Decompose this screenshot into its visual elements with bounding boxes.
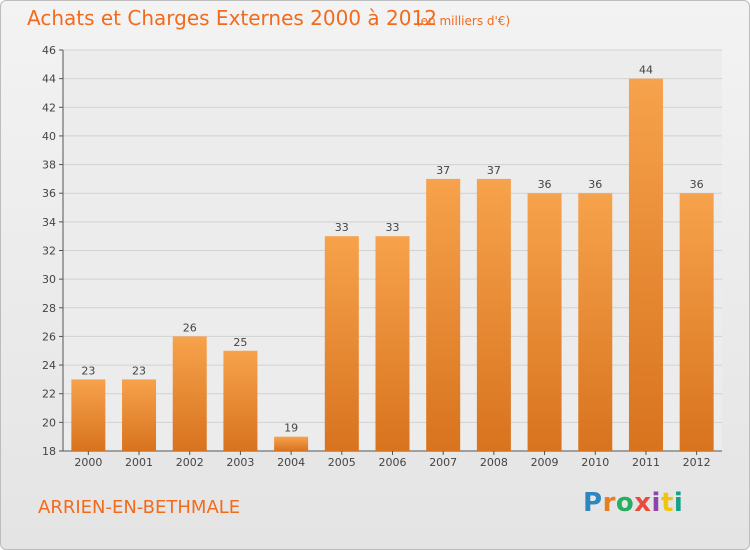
y-tick-label: 34: [42, 216, 56, 229]
chart-unit: (en milliers d'€): [416, 14, 511, 28]
chart-title: Achats et Charges Externes 2000 à 2012: [27, 6, 437, 30]
bar-value-label: 36: [690, 178, 704, 191]
bar-value-label: 19: [284, 422, 298, 435]
bar: [172, 336, 207, 451]
y-tick-label: 18: [42, 445, 56, 458]
bar: [223, 350, 258, 451]
x-tick-label: 2011: [632, 456, 660, 469]
bar-value-label: 36: [538, 178, 552, 191]
logo-letter: x: [634, 488, 652, 518]
bar: [679, 193, 714, 451]
x-tick-label: 2006: [379, 456, 407, 469]
proxiti-logo: Proxiti: [583, 488, 683, 518]
x-tick-label: 2001: [125, 456, 153, 469]
x-tick-label: 2008: [480, 456, 508, 469]
bar: [71, 379, 106, 451]
bar: [628, 78, 663, 452]
x-tick-label: 2009: [531, 456, 559, 469]
bar: [122, 379, 157, 451]
y-tick-label: 44: [42, 73, 56, 86]
bar-value-label: 44: [639, 64, 653, 77]
logo-letter: i: [673, 488, 684, 518]
y-tick-label: 32: [42, 245, 56, 258]
y-tick-label: 24: [42, 359, 56, 372]
bar-value-label: 33: [335, 221, 349, 234]
bar-value-label: 37: [436, 164, 450, 177]
bar: [527, 193, 562, 451]
logo-letter: o: [615, 488, 635, 518]
logo-letter: t: [660, 488, 674, 518]
bar-value-label: 37: [487, 164, 501, 177]
bar: [476, 178, 511, 451]
bar-value-label: 36: [588, 178, 602, 191]
x-tick-label: 2005: [328, 456, 356, 469]
bar-value-label: 26: [183, 321, 197, 334]
y-tick-label: 40: [42, 130, 56, 143]
y-tick-label: 30: [42, 273, 56, 286]
bar-value-label: 33: [386, 221, 400, 234]
x-tick-label: 2004: [277, 456, 305, 469]
bar: [578, 193, 613, 451]
x-tick-label: 2002: [176, 456, 204, 469]
y-tick-label: 36: [42, 187, 56, 200]
x-tick-label: 2012: [683, 456, 711, 469]
bar: [426, 178, 461, 451]
y-tick-label: 38: [42, 159, 56, 172]
x-tick-label: 2010: [581, 456, 609, 469]
bar-value-label: 23: [132, 364, 146, 377]
y-tick-label: 26: [42, 330, 56, 343]
bar: [274, 436, 309, 451]
logo-letter: P: [583, 488, 603, 518]
logo-letter: r: [602, 488, 616, 518]
y-tick-label: 22: [42, 388, 56, 401]
logo-letter: i: [651, 488, 661, 518]
y-tick-label: 46: [42, 44, 56, 57]
x-tick-label: 2007: [429, 456, 457, 469]
y-tick-label: 42: [42, 101, 56, 114]
bar-value-label: 23: [81, 364, 95, 377]
y-tick-label: 28: [42, 302, 56, 315]
x-tick-label: 2000: [74, 456, 102, 469]
bar: [375, 236, 410, 451]
bar: [324, 236, 359, 451]
x-tick-label: 2003: [226, 456, 254, 469]
bar-value-label: 25: [233, 336, 247, 349]
y-tick-label: 20: [42, 416, 56, 429]
commune-name: ARRIEN-EN-BETHMALE: [38, 497, 241, 518]
